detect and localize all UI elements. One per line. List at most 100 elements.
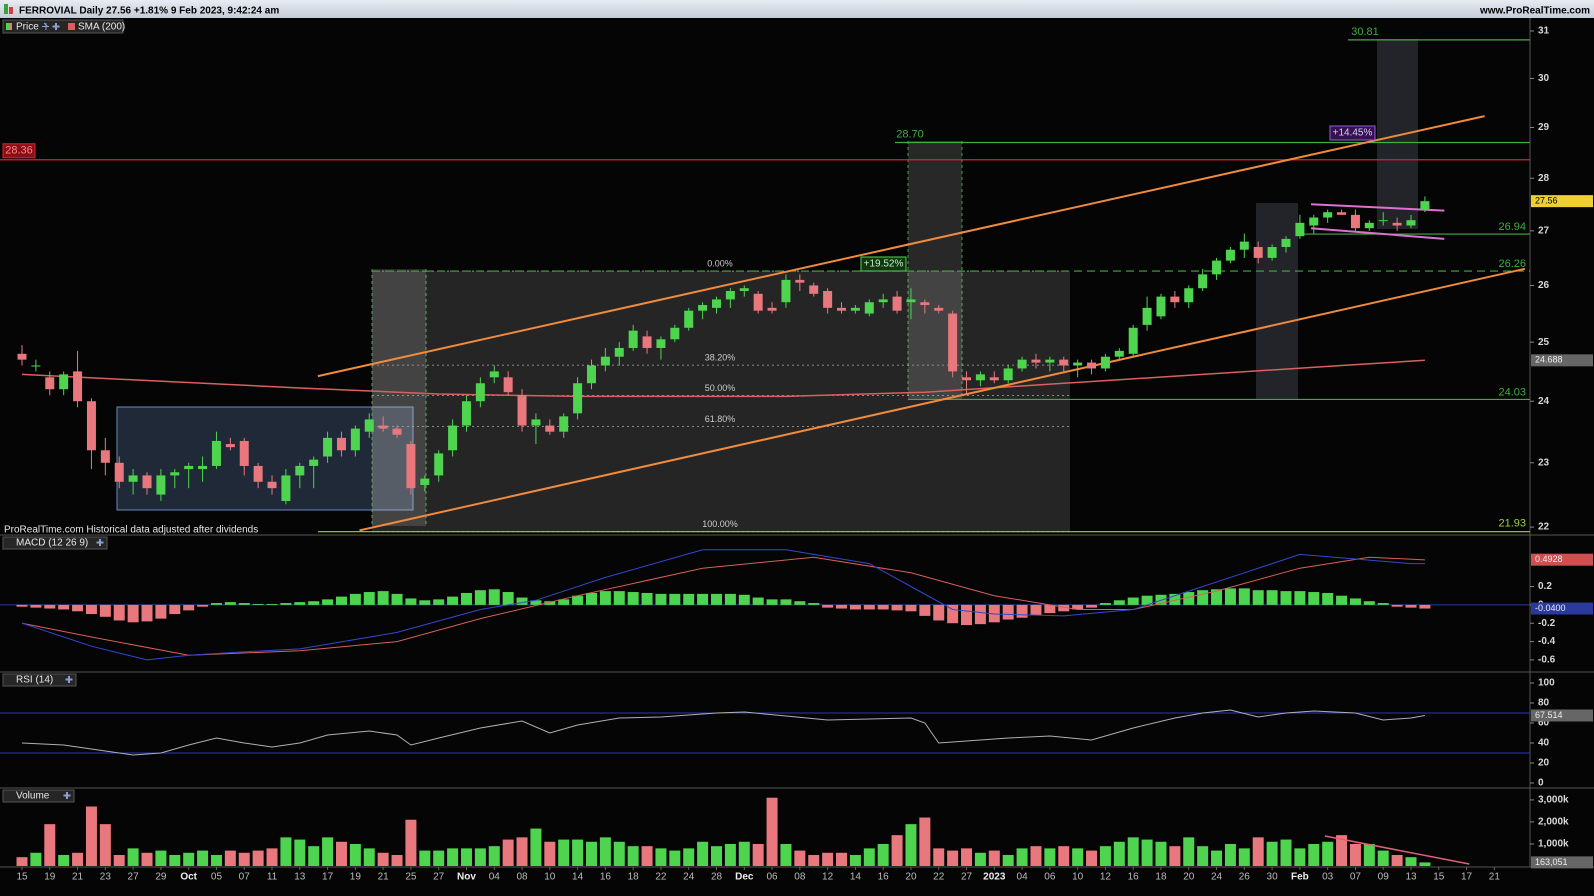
header-site: www.ProRealTime.com bbox=[1479, 6, 1590, 17]
level-label: 26.26 bbox=[1498, 258, 1526, 270]
x-tick-label: 08 bbox=[516, 872, 528, 883]
legend-swatch bbox=[68, 23, 75, 30]
add-icon[interactable] bbox=[52, 23, 60, 30]
volume-bar bbox=[1405, 857, 1417, 866]
candle-body bbox=[698, 305, 708, 311]
add-icon[interactable] bbox=[96, 539, 104, 546]
add-icon[interactable] bbox=[65, 676, 73, 683]
volume-bar bbox=[1224, 843, 1236, 866]
volume-bar bbox=[474, 848, 486, 866]
x-tick-label: 14 bbox=[850, 872, 862, 883]
candle-body bbox=[517, 395, 527, 426]
x-tick-label: 26 bbox=[1239, 872, 1251, 883]
add-icon[interactable] bbox=[63, 792, 71, 799]
x-tick-label: 28 bbox=[711, 872, 723, 883]
candle-body bbox=[1017, 359, 1027, 369]
candle-body bbox=[1225, 249, 1235, 261]
x-tick-label: Feb bbox=[1291, 872, 1309, 883]
volume-bar bbox=[891, 835, 903, 866]
histogram-bar bbox=[947, 604, 959, 624]
candle-body bbox=[1073, 362, 1083, 366]
volume-bar bbox=[849, 854, 861, 866]
volume-bar bbox=[683, 848, 695, 866]
histogram-bar bbox=[752, 597, 764, 605]
volume-bar bbox=[488, 846, 500, 866]
histogram-bar bbox=[1127, 597, 1139, 605]
volume-bar bbox=[738, 841, 750, 866]
x-tick-label: 20 bbox=[905, 872, 917, 883]
x-tick-label: 2023 bbox=[983, 872, 1006, 883]
histogram-bar bbox=[224, 602, 236, 605]
x-tick-label: 06 bbox=[1044, 872, 1056, 883]
volume-bar bbox=[183, 852, 195, 866]
y-tick-label: 28 bbox=[1538, 173, 1550, 184]
annotation-box bbox=[860, 256, 907, 272]
candle-body bbox=[559, 416, 569, 432]
y-tick-label: 60 bbox=[1538, 718, 1550, 729]
volume-bar bbox=[1169, 846, 1181, 866]
candle-body bbox=[59, 374, 69, 390]
value-tag bbox=[1531, 195, 1593, 208]
histogram-bar bbox=[766, 599, 778, 605]
x-tick-label: 07 bbox=[239, 872, 251, 883]
histogram-bar bbox=[1169, 593, 1181, 605]
histogram-bar bbox=[780, 599, 792, 605]
volume-bar bbox=[1141, 839, 1153, 866]
histogram-bar bbox=[1030, 604, 1042, 615]
histogram-bar bbox=[1419, 604, 1431, 609]
header-icon bbox=[4, 4, 8, 14]
histogram-bar bbox=[585, 592, 597, 605]
candle-body bbox=[795, 279, 805, 283]
volume-bar bbox=[1322, 841, 1334, 866]
histogram-bar bbox=[460, 592, 472, 605]
annotation: +19.52% bbox=[864, 259, 904, 270]
y-tick-label: 0 bbox=[1538, 778, 1544, 789]
histogram-bar bbox=[1322, 592, 1334, 605]
volume-bar bbox=[1280, 839, 1292, 866]
candle-body bbox=[1198, 274, 1208, 289]
volume-bar bbox=[877, 843, 889, 866]
fib-label: 61.80% bbox=[705, 414, 736, 424]
histogram-bar bbox=[641, 592, 653, 605]
y-tick-label: 20 bbox=[1538, 758, 1550, 769]
x-tick-label: 27 bbox=[128, 872, 140, 883]
histogram-bar bbox=[572, 595, 584, 605]
volume-bar bbox=[780, 843, 792, 866]
level-tag bbox=[2, 143, 36, 159]
volume-bar bbox=[1016, 848, 1028, 866]
candle-body bbox=[600, 356, 610, 366]
volume-bar bbox=[1113, 841, 1125, 866]
candle-body bbox=[712, 299, 721, 308]
panel-title: MACD (12 26 9) bbox=[16, 538, 88, 549]
volume-bar bbox=[1419, 862, 1431, 866]
histogram-bar bbox=[85, 604, 97, 615]
volume-bar bbox=[544, 841, 556, 866]
candle-body bbox=[73, 371, 83, 402]
histogram-bar bbox=[1391, 604, 1403, 607]
volume-bar bbox=[252, 850, 264, 866]
panel-label-box bbox=[2, 673, 77, 687]
candle-body bbox=[684, 310, 694, 328]
candle-body bbox=[1087, 362, 1097, 369]
y-tick-label: 100 bbox=[1538, 678, 1555, 689]
candle-body bbox=[531, 419, 541, 426]
volume-bar bbox=[961, 848, 973, 866]
histogram-bar bbox=[1211, 589, 1223, 605]
histogram-bar bbox=[697, 593, 709, 605]
histogram-bar bbox=[1072, 604, 1084, 610]
volume-bar bbox=[711, 846, 722, 866]
volume-bar bbox=[30, 852, 42, 866]
histogram-bar bbox=[127, 604, 139, 623]
y-tick-label: -0.6 bbox=[1538, 655, 1556, 666]
candle-body bbox=[1281, 238, 1291, 248]
edit-icon[interactable] bbox=[42, 22, 49, 30]
value-tag-label: 0.4928 bbox=[1535, 554, 1563, 564]
candle-body bbox=[1045, 359, 1055, 363]
candle-body bbox=[878, 299, 888, 303]
histogram-bar bbox=[58, 604, 70, 610]
volume-bar bbox=[1363, 843, 1375, 866]
y-tick-label: -0.4 bbox=[1538, 636, 1556, 647]
histogram-bar bbox=[822, 604, 834, 608]
histogram-bar bbox=[335, 596, 347, 605]
